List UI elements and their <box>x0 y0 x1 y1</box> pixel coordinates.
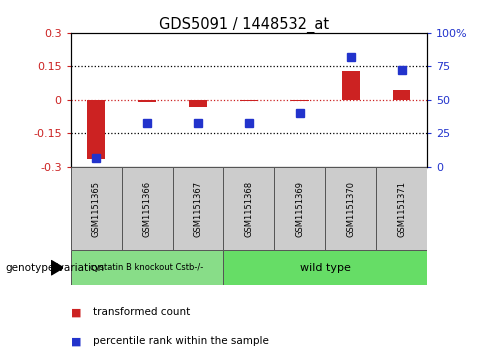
Text: ■: ■ <box>71 336 81 346</box>
FancyBboxPatch shape <box>71 167 122 250</box>
Polygon shape <box>51 261 63 275</box>
FancyBboxPatch shape <box>173 167 224 250</box>
Text: GSM1151367: GSM1151367 <box>193 181 203 237</box>
FancyBboxPatch shape <box>274 167 325 250</box>
FancyBboxPatch shape <box>224 167 274 250</box>
Text: wild type: wild type <box>300 263 351 273</box>
Text: GSM1151368: GSM1151368 <box>244 181 253 237</box>
Text: GSM1151370: GSM1151370 <box>346 181 355 237</box>
FancyBboxPatch shape <box>122 167 173 250</box>
Bar <box>189 100 207 107</box>
Text: GSM1151366: GSM1151366 <box>142 181 152 237</box>
Text: cystatin B knockout Cstb-/-: cystatin B knockout Cstb-/- <box>90 263 203 272</box>
Text: GSM1151369: GSM1151369 <box>295 181 305 237</box>
Bar <box>393 90 410 100</box>
Text: transformed count: transformed count <box>93 307 190 317</box>
Bar <box>138 100 156 102</box>
Text: GSM1151365: GSM1151365 <box>92 181 101 237</box>
FancyBboxPatch shape <box>224 250 427 285</box>
Bar <box>291 100 309 101</box>
Text: ■: ■ <box>71 307 81 317</box>
Bar <box>87 100 105 159</box>
Text: GDS5091 / 1448532_at: GDS5091 / 1448532_at <box>159 16 329 33</box>
FancyBboxPatch shape <box>376 167 427 250</box>
Text: genotype/variation: genotype/variation <box>5 263 104 273</box>
Bar <box>342 71 360 100</box>
FancyBboxPatch shape <box>325 167 376 250</box>
Text: GSM1151371: GSM1151371 <box>397 181 406 237</box>
Bar <box>240 100 258 101</box>
FancyBboxPatch shape <box>71 250 224 285</box>
Text: percentile rank within the sample: percentile rank within the sample <box>93 336 268 346</box>
